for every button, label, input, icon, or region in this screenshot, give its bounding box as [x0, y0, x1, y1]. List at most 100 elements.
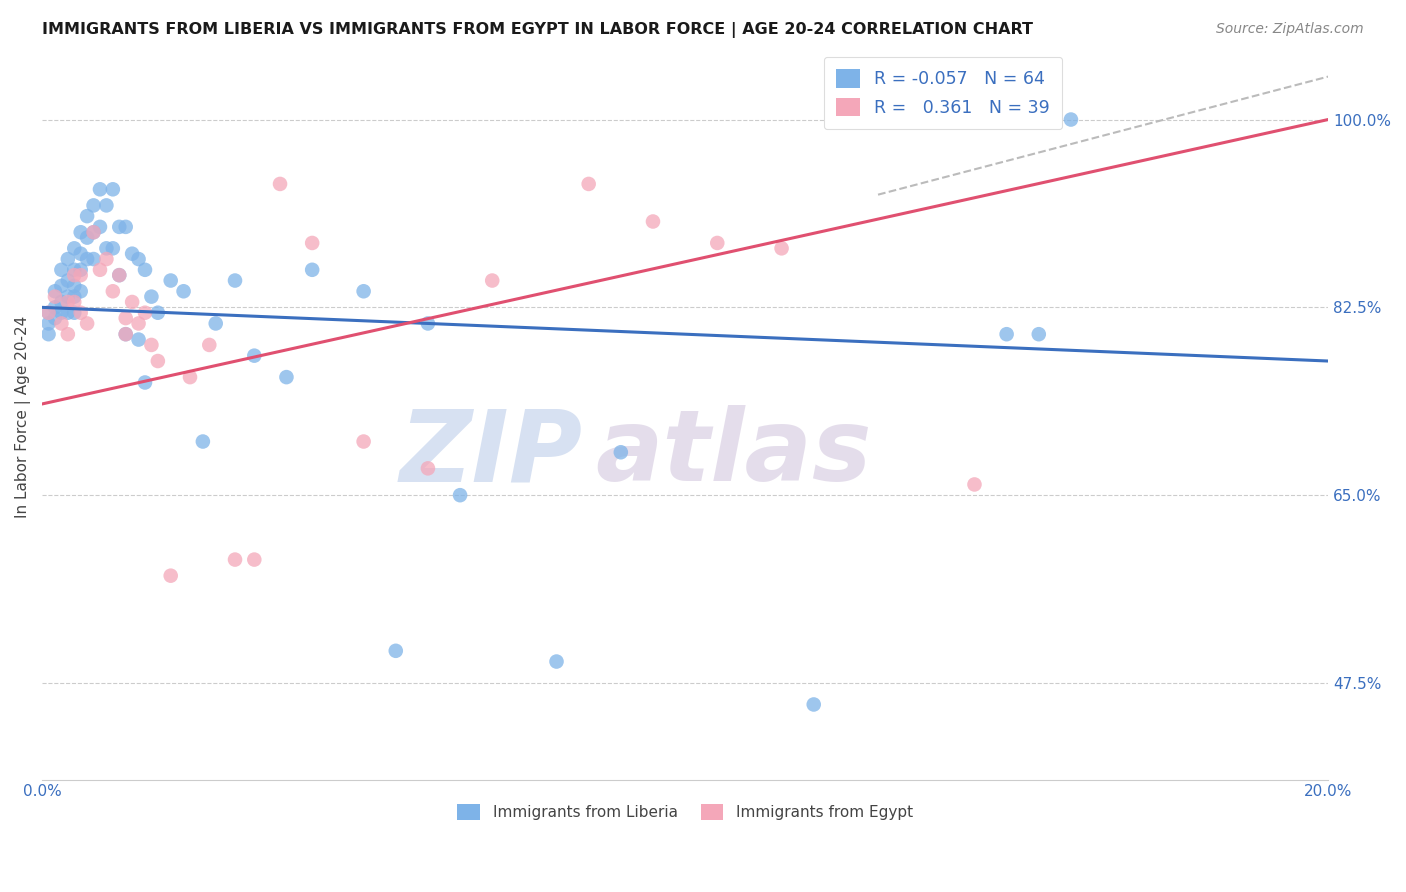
Point	[301, 235, 323, 250]
Point	[159, 568, 181, 582]
Point	[108, 268, 131, 282]
Point	[146, 306, 169, 320]
Point	[44, 311, 66, 326]
Point	[449, 488, 471, 502]
Point	[63, 279, 86, 293]
Point	[56, 306, 79, 320]
Point	[38, 317, 60, 331]
Point	[224, 552, 246, 566]
Point	[179, 370, 201, 384]
Point	[76, 209, 98, 223]
Point	[224, 273, 246, 287]
Point	[1060, 112, 1083, 127]
Point	[173, 285, 195, 299]
Point	[83, 198, 105, 212]
Point	[108, 219, 131, 234]
Point	[69, 225, 91, 239]
Point	[108, 268, 131, 282]
Point	[38, 306, 60, 320]
Point	[146, 354, 169, 368]
Point	[416, 317, 439, 331]
Point	[198, 338, 221, 352]
Point	[56, 273, 79, 287]
Point	[76, 252, 98, 266]
Point	[89, 182, 111, 196]
Point	[51, 295, 73, 310]
Point	[89, 219, 111, 234]
Point	[353, 434, 375, 449]
Point	[83, 225, 105, 239]
Point	[56, 327, 79, 342]
Point	[243, 349, 266, 363]
Point	[141, 338, 163, 352]
Point	[96, 198, 118, 212]
Point	[121, 295, 143, 310]
Point	[384, 644, 406, 658]
Point	[416, 461, 439, 475]
Point	[83, 225, 105, 239]
Point	[1028, 327, 1050, 342]
Point	[51, 279, 73, 293]
Legend: Immigrants from Liberia, Immigrants from Egypt: Immigrants from Liberia, Immigrants from…	[451, 798, 920, 826]
Point	[128, 252, 150, 266]
Point	[128, 317, 150, 331]
Point	[83, 252, 105, 266]
Point	[51, 317, 73, 331]
Point	[706, 235, 728, 250]
Point	[69, 268, 91, 282]
Point	[38, 327, 60, 342]
Point	[866, 112, 889, 127]
Point	[353, 285, 375, 299]
Point	[96, 241, 118, 255]
Point	[995, 112, 1018, 127]
Point	[301, 262, 323, 277]
Point	[69, 246, 91, 260]
Point	[770, 241, 793, 255]
Text: atlas: atlas	[595, 405, 872, 502]
Point	[141, 290, 163, 304]
Point	[269, 177, 291, 191]
Point	[114, 219, 136, 234]
Point	[76, 317, 98, 331]
Point	[44, 285, 66, 299]
Point	[276, 370, 298, 384]
Point	[69, 285, 91, 299]
Point	[641, 214, 664, 228]
Point	[69, 306, 91, 320]
Point	[128, 333, 150, 347]
Text: ZIP: ZIP	[399, 405, 582, 502]
Point	[56, 295, 79, 310]
Point	[63, 306, 86, 320]
Text: IMMIGRANTS FROM LIBERIA VS IMMIGRANTS FROM EGYPT IN LABOR FORCE | AGE 20-24 CORR: IMMIGRANTS FROM LIBERIA VS IMMIGRANTS FR…	[42, 22, 1033, 38]
Point	[995, 327, 1018, 342]
Point	[610, 445, 633, 459]
Point	[159, 273, 181, 287]
Point	[134, 376, 156, 390]
Point	[44, 290, 66, 304]
Point	[51, 306, 73, 320]
Y-axis label: In Labor Force | Age 20-24: In Labor Force | Age 20-24	[15, 317, 31, 518]
Point	[578, 177, 600, 191]
Point	[121, 246, 143, 260]
Point	[114, 311, 136, 326]
Point	[63, 241, 86, 255]
Point	[101, 285, 124, 299]
Point	[243, 552, 266, 566]
Point	[38, 306, 60, 320]
Point	[96, 252, 118, 266]
Point	[56, 252, 79, 266]
Point	[69, 262, 91, 277]
Point	[51, 262, 73, 277]
Point	[114, 327, 136, 342]
Point	[63, 268, 86, 282]
Point	[114, 327, 136, 342]
Point	[101, 182, 124, 196]
Point	[76, 230, 98, 244]
Text: Source: ZipAtlas.com: Source: ZipAtlas.com	[1216, 22, 1364, 37]
Point	[63, 290, 86, 304]
Point	[803, 698, 825, 712]
Point	[44, 301, 66, 315]
Point	[56, 290, 79, 304]
Point	[546, 655, 568, 669]
Point	[204, 317, 226, 331]
